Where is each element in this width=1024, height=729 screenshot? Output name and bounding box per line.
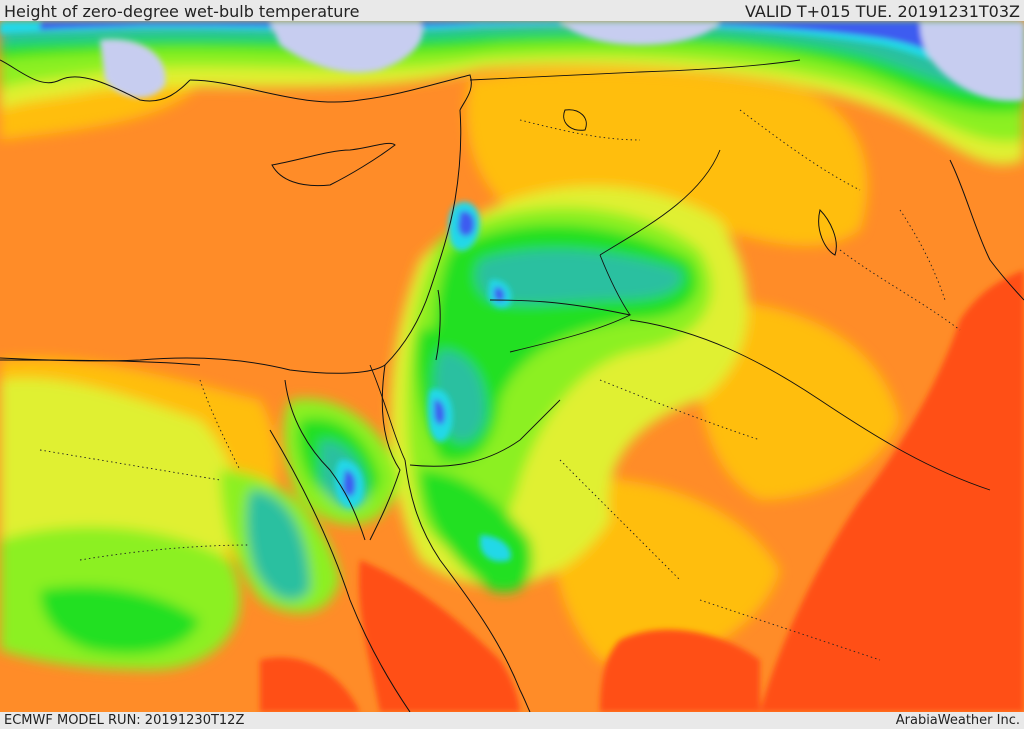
field-lavender-anatolia (270, 22, 423, 73)
field-blue-sinai (342, 470, 356, 497)
field-blue-hebron (434, 399, 445, 425)
border-jordan-iraq (599, 254, 631, 316)
field-teal-egypt (246, 490, 310, 601)
coastlines (0, 74, 1024, 712)
province-line-1 (519, 119, 641, 141)
field-teal-north (0, 22, 1024, 92)
header-bar: Height of zero-degree wet-bulb temperatu… (0, 0, 1024, 21)
coast-lake-van (563, 109, 587, 131)
field-lavender-caucasus (920, 22, 1024, 101)
coast-gulf-suez (284, 379, 366, 541)
province-borders (39, 109, 961, 661)
province-line-9 (899, 209, 946, 301)
coast-suez (369, 364, 401, 541)
coast-red-sea-west (269, 429, 411, 712)
province-line-10 (199, 379, 241, 471)
coast-cyprus (271, 142, 396, 187)
coast-turkey-south (189, 74, 472, 111)
province-line-8 (699, 599, 881, 661)
field-lightgreen-north (0, 22, 1024, 142)
field-lavender-taurus (560, 22, 720, 45)
field-blue-jordan (493, 286, 505, 302)
field-redorange-sudan (260, 657, 360, 712)
border-iraq-saudi (629, 319, 991, 491)
border-jordan-saudi (489, 299, 632, 353)
border-egypt-israel (369, 364, 406, 461)
valid-time: VALID T+015 TUE. 20191231T03Z (744, 2, 1020, 21)
border-syria-turkey (469, 59, 801, 81)
coast-levant (0, 109, 462, 374)
province-line-3 (839, 249, 961, 331)
province-line-6 (39, 449, 221, 481)
field-redorange-east-saudi (600, 629, 760, 712)
field-gold-south (552, 478, 780, 666)
border-jordan-saudi-south (409, 399, 561, 467)
footer-bar: ECMWF MODEL RUN: 20191230T12Z ArabiaWeat… (0, 712, 1024, 729)
coast-gulf-north (949, 159, 1024, 301)
province-line-5 (559, 459, 681, 581)
field-green-north (0, 22, 1024, 112)
coast-aegean (0, 59, 191, 102)
field-redorange-redsea (359, 560, 520, 712)
province-line-4 (599, 379, 761, 441)
country-borders (0, 59, 991, 491)
coast-dead-sea (435, 289, 441, 361)
coast-caspian-lake-east (818, 209, 837, 256)
field-green-redsea-coast (420, 470, 533, 593)
field-green-egypt (40, 586, 200, 654)
border-syria-iraq (599, 149, 721, 256)
field-gold-east (696, 300, 900, 500)
credit-label: ArabiaWeather Inc. (895, 713, 1020, 728)
field-lavender-greece (100, 39, 166, 98)
forecast-map[interactable] (0, 21, 1024, 712)
field-cyan-hijaz (480, 535, 511, 562)
field-teal-jordan (475, 249, 682, 305)
border-egypt-sudan (0, 359, 201, 366)
model-run-label: ECMWF MODEL RUN: 20191230T12Z (4, 713, 245, 728)
field-redorange-saudi (760, 270, 1024, 712)
map-canvas (0, 21, 1024, 712)
field-blue-lebanon (458, 211, 475, 237)
map-title: Height of zero-degree wet-bulb temperatu… (4, 2, 360, 21)
coast-aqaba (404, 459, 531, 712)
